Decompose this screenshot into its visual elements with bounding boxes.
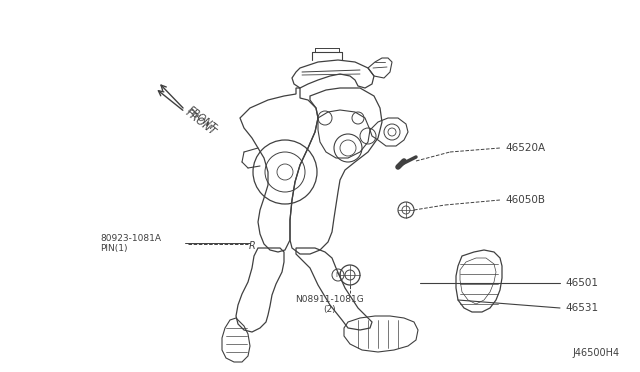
Text: 80923-1081A: 80923-1081A <box>100 234 161 243</box>
Text: N08911-1081G: N08911-1081G <box>296 295 364 304</box>
Text: J46500H4: J46500H4 <box>573 348 620 358</box>
Text: (2): (2) <box>324 305 336 314</box>
Text: N: N <box>335 272 340 278</box>
Text: FRONT: FRONT <box>186 105 218 133</box>
Text: R: R <box>248 241 255 251</box>
Text: 46520A: 46520A <box>505 143 545 153</box>
Text: FRONT: FRONT <box>184 108 218 138</box>
Text: PIN(1): PIN(1) <box>100 244 127 253</box>
Text: 46050B: 46050B <box>505 195 545 205</box>
Text: 46531: 46531 <box>565 303 598 313</box>
Text: 46501: 46501 <box>565 278 598 288</box>
